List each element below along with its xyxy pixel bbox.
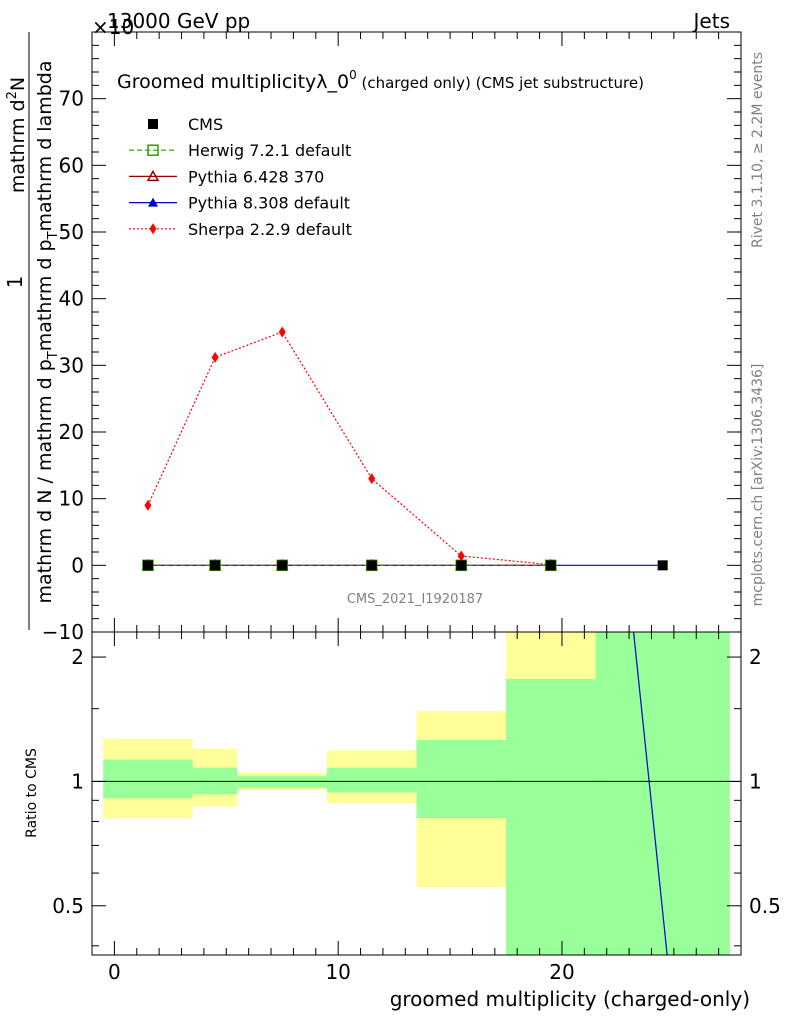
ratio-y-label: Ratio to CMS [24,748,40,838]
uncertainty-band-inner [595,632,730,955]
process-label: Jets [692,9,730,33]
legend-label: Sherpa 2.2.9 default [188,220,352,239]
legend: CMS Herwig 7.2.1 default Pythia 6.428 370 P… [129,115,352,239]
legend-label: CMS [188,115,223,134]
series-cms [142,560,668,571]
legend-label: Pythia 8.308 default [188,194,350,213]
main-y-tick-label: 0 [71,553,84,577]
main-y-tick-label: −10 [42,620,84,644]
source-label: mcplots.cern.ch [arXiv:1306.3436] [750,364,766,607]
main-y-tick-label: 10 [59,487,84,511]
uncertainty-band-inner [237,776,327,788]
ratio-y-tick-label-right: 0.5 [749,894,781,918]
data-point [211,351,219,363]
legend-marker [146,169,160,182]
ratio-frame [91,631,742,956]
legend-marker [147,144,159,156]
ratio-series-line [632,631,668,956]
main-y-tick-label: 70 [59,87,84,111]
main-panel: −10 0 10 20 30 40 50 60 70 [42,32,742,644]
uncertainty-band-inner [103,759,193,799]
ratio-y-tick-label-right: 2 [749,645,762,669]
data-point [366,560,377,571]
data-point [144,499,152,511]
ratio-y-tick-label: 2 [71,645,84,669]
x-tick-label: 0 [108,960,121,984]
y-label-bottom: mathrm d N / mathrm d pTmathrm d pTmathr… [34,60,61,603]
main-y-tick-label: 40 [59,287,84,311]
exponent-label: ×10 [92,15,134,39]
data-point [657,560,668,571]
main-y-tick-label: 50 [59,220,84,244]
data-point [142,560,153,571]
main-y-axis-label: 1 mathrm d2N mathrm d N / mathrm d pTmat… [3,32,61,630]
ratio-y-tick-label-right: 1 [749,769,762,793]
data-point [545,560,556,571]
chart-title-suffix: (charged only) (CMS jet substructure) [357,74,644,92]
chart-title-sup: 0 [349,68,357,82]
legend-marker [149,223,157,235]
series-sherpa-2-2-9-default [144,326,555,571]
legend-label: Pythia 6.428 370 [188,167,324,186]
rivet-version-label: Rivet 3.1.10, ≥ 2.2M events [750,52,766,248]
uncertainty-band-inner [506,678,596,955]
data-point [277,560,288,571]
data-point [457,550,465,562]
y-label-one: 1 [3,276,27,289]
analysis-watermark: CMS_2021_I1920187 [347,592,483,607]
legend-marker [148,197,158,207]
ratio-y-tick-label: 0.5 [52,894,84,918]
main-y-tick-label: 20 [59,420,84,444]
y-label-numerator: 1 [3,276,27,289]
ratio-panel: 0.5 0.51 12 20 10 20 [52,631,781,984]
legend-label: Herwig 7.2.1 default [188,141,351,160]
y-label-top: mathrm d2N [5,77,29,193]
x-tick-label: 20 [549,960,574,984]
uncertainty-band-inner [326,767,417,793]
chart-title-main: Groomed multiplicityλ_0 [117,71,349,93]
x-tick-label: 10 [325,960,350,984]
data-point [210,560,221,571]
chart-title: Groomed multiplicityλ_00 (charged only) … [117,68,644,93]
data-point [456,560,467,571]
series-line [147,331,551,566]
beam-label: 13000 GeV pp [107,9,250,33]
main-y-tick-label: 60 [59,153,84,177]
uncertainty-band-inner [416,739,507,819]
legend-marker [148,119,158,129]
x-axis-label: groomed multiplicity (charged-only) [390,987,750,1011]
ratio-y-tick-label: 1 [71,769,84,793]
data-point [278,326,286,338]
series-herwig-7-2-1-default [142,559,557,572]
data-point [368,473,376,485]
main-y-tick-label: 30 [59,353,84,377]
